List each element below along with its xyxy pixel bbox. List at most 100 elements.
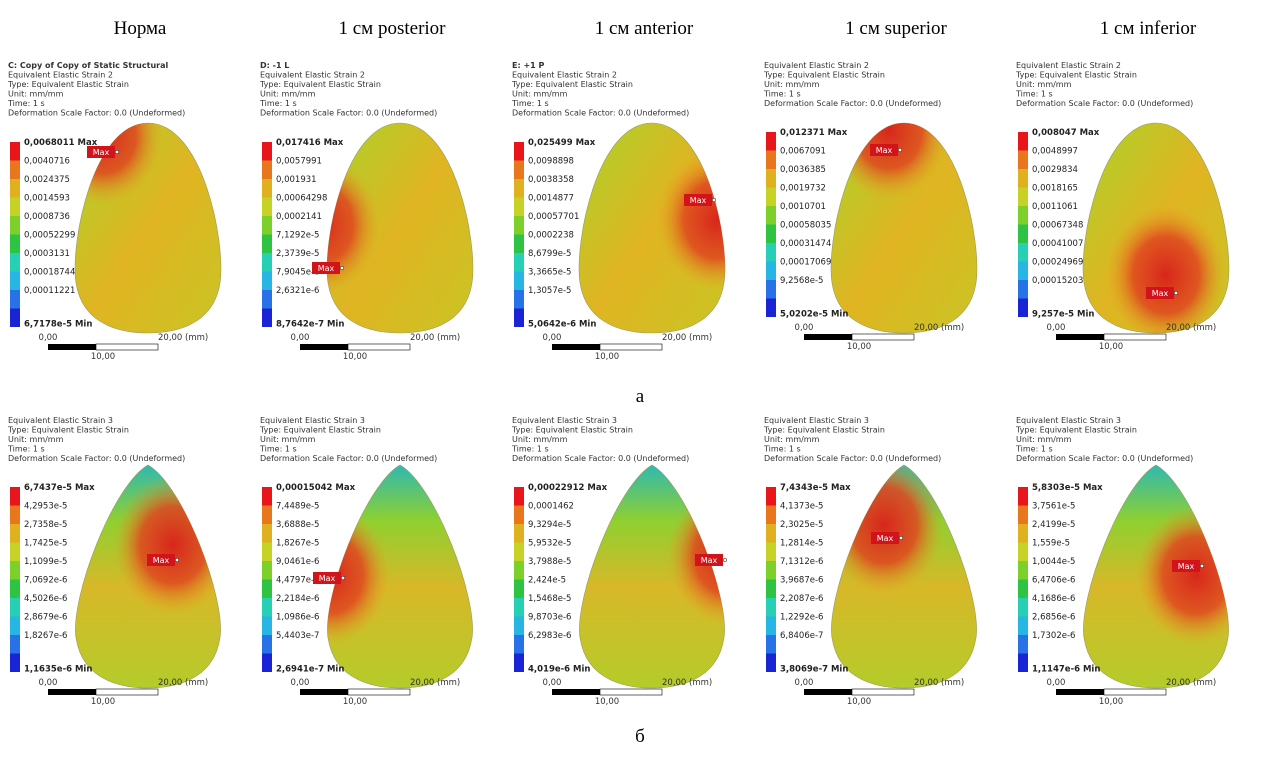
legend-label: 0,0018165 [1032, 184, 1078, 194]
panel-header-line: Unit: mm/mm [512, 435, 568, 444]
max-point [722, 557, 728, 563]
legend-swatch [514, 505, 524, 524]
panel-header-line: Equivalent Elastic Strain 3 [8, 416, 113, 425]
legend-label: 2,6321e-6 [276, 286, 319, 296]
scale-bar-white [851, 688, 915, 696]
legend-swatch [514, 616, 524, 635]
legend-label: 5,4403e-7 [276, 631, 319, 641]
scale-end: 20,00 (mm) [914, 323, 964, 333]
legend-label: 0,0040716 [24, 157, 70, 167]
scale-end: 20,00 (mm) [158, 333, 208, 343]
legend-swatch [514, 542, 524, 561]
scale-start: 0,00 [39, 333, 58, 343]
max-tag-label: Max [93, 148, 110, 157]
legend-swatch [766, 616, 776, 635]
scale-bar-white [347, 343, 411, 351]
panel-header-line: Deformation Scale Factor: 0.0 (Undeforme… [764, 99, 941, 108]
scale-mid: 10,00 [343, 352, 367, 362]
panel-header-line: C: Copy of Copy of Static Structural [8, 61, 168, 70]
legend-label: 9,3294e-5 [528, 520, 571, 530]
legend-label: 3,6888e-5 [276, 520, 319, 530]
legend-label: 0,0008736 [24, 212, 70, 222]
scale-end: 20,00 (mm) [1166, 678, 1216, 688]
legend-label: 1,7302e-6 [1032, 631, 1075, 641]
legend-label: 0,0057991 [276, 157, 322, 167]
max-tag [87, 146, 115, 158]
scale-bar-white [851, 333, 915, 341]
legend-label: 4,019e-6 Min [528, 665, 590, 675]
row-label: а [636, 386, 645, 407]
legend-swatch [262, 524, 272, 543]
scale-end: 20,00 (mm) [158, 678, 208, 688]
legend-swatch [766, 598, 776, 617]
panel-header-line: Deformation Scale Factor: 0.0 (Undeforme… [8, 109, 185, 118]
legend-label: 1,1147e-6 Min [1032, 665, 1100, 675]
legend-swatch [262, 616, 272, 635]
max-point [1173, 290, 1179, 296]
legend-swatch [262, 542, 272, 561]
legend-swatch [766, 206, 776, 225]
max-tag-label: Max [876, 146, 893, 155]
max-tag [871, 532, 899, 544]
legend-swatch [766, 150, 776, 169]
scale-mid: 10,00 [1099, 697, 1123, 707]
scale-bar-black [300, 344, 348, 350]
legend-label: 1,2814e-5 [780, 539, 823, 549]
legend-label: 0,00017069 [780, 258, 831, 268]
legend-swatch [10, 142, 20, 161]
legend-swatch [514, 179, 524, 198]
legend-swatch [10, 616, 20, 635]
legend-label: 1,0986e-6 [276, 613, 319, 623]
panel-header-line: D: -1 L [260, 61, 289, 70]
panel-header-line: Deformation Scale Factor: 0.0 (Undeforme… [512, 454, 689, 463]
scale-start: 0,00 [1047, 678, 1066, 688]
panel-header-line: Equivalent Elastic Strain 2 [260, 71, 365, 80]
legend-swatch [514, 142, 524, 161]
legend-label: 0,00052299 [24, 231, 75, 241]
legend-swatch [514, 271, 524, 290]
legend-label: 5,8303e-5 Max [1032, 483, 1103, 493]
legend-label: 0,0068011 Max [24, 138, 98, 148]
panel-header-line: Unit: mm/mm [8, 90, 64, 99]
legend-label: 3,7561e-5 [1032, 502, 1075, 512]
legend-label: 6,4706e-6 [1032, 576, 1075, 586]
legend-label: 0,0010701 [780, 202, 826, 212]
legend-label: 0,012371 Max [780, 128, 848, 138]
legend-label: 7,4489e-5 [276, 502, 319, 512]
legend-label: 4,1373e-5 [780, 502, 823, 512]
panel-header-line: Equivalent Elastic Strain 3 [1016, 416, 1121, 425]
legend-swatch [10, 197, 20, 216]
legend-swatch [262, 635, 272, 654]
column-title: 1 см superior [845, 18, 947, 39]
legend-swatch [1018, 561, 1028, 580]
legend-swatch [766, 224, 776, 243]
legend-label: 8,6799e-5 [528, 249, 571, 259]
legend-label: 0,00064298 [276, 194, 327, 204]
legend-label: 7,1312e-6 [780, 557, 823, 567]
legend-label: 2,7358e-5 [24, 520, 67, 530]
panel-header-line: Unit: mm/mm [1016, 435, 1072, 444]
max-tag [1172, 560, 1200, 572]
legend-swatch [766, 280, 776, 299]
legend-swatch [1018, 206, 1028, 225]
max-point [340, 575, 346, 581]
legend-label: 0,0048997 [1032, 147, 1078, 157]
panel-header-line: Deformation Scale Factor: 0.0 (Undeforme… [512, 109, 689, 118]
legend-label: 2,3025e-5 [780, 520, 823, 530]
scale-bar-black [48, 689, 96, 695]
legend-swatch [766, 505, 776, 524]
column-title: Норма [114, 18, 167, 39]
panel-header-line: Type: Equivalent Elastic Strain [259, 80, 381, 89]
max-point [174, 557, 180, 563]
legend-label: 6,8406e-7 [780, 631, 823, 641]
max-tag [684, 194, 712, 206]
scale-bar-black [300, 689, 348, 695]
legend-label: 4,4797e-6 [276, 576, 319, 586]
panel-header-line: Unit: mm/mm [512, 90, 568, 99]
legend-swatch [262, 271, 272, 290]
panel-header-line: E: +1 P [512, 61, 545, 70]
legend-swatch [10, 524, 20, 543]
scale-mid: 10,00 [595, 697, 619, 707]
scale-end: 20,00 (mm) [410, 678, 460, 688]
legend-label: 8,7642e-7 Min [276, 320, 344, 330]
